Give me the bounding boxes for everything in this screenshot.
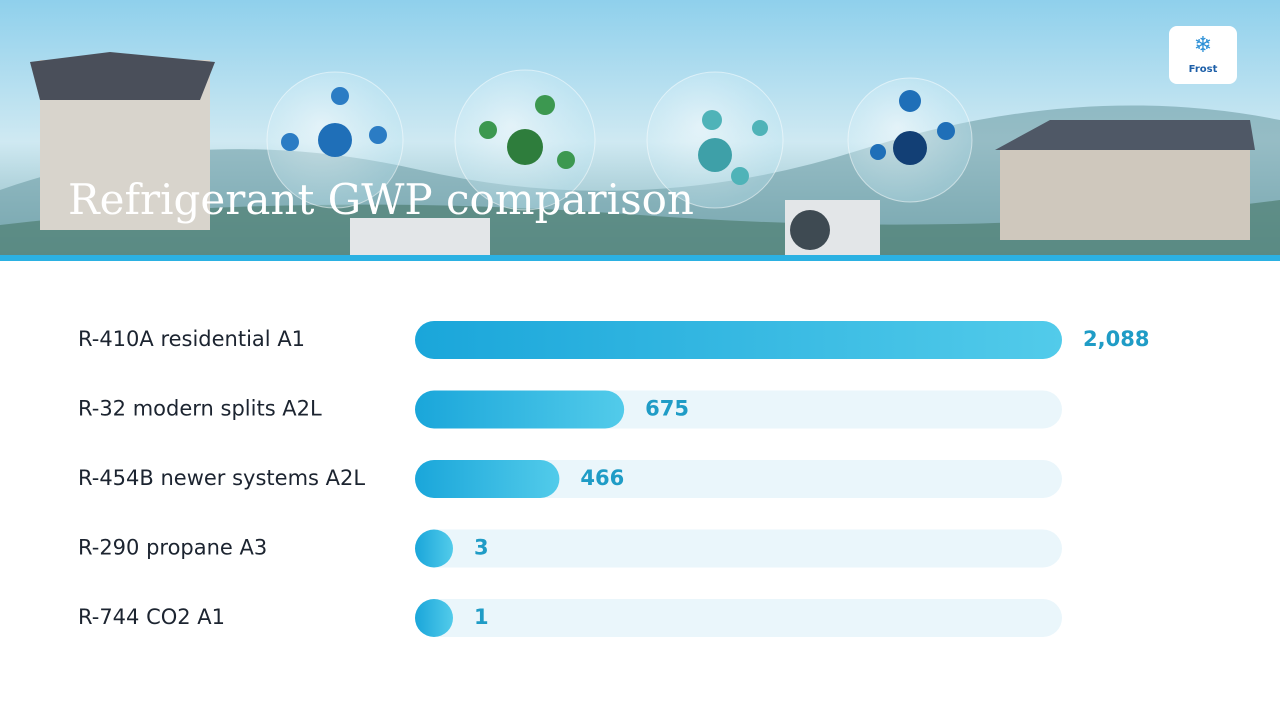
value-label: 2,088: [1083, 327, 1149, 351]
category-label: R-290 propane A3: [78, 536, 267, 560]
bar: [415, 599, 453, 637]
value-label: 466: [580, 466, 624, 490]
bar: [415, 390, 625, 429]
bar-track: [415, 599, 1062, 637]
value-label: 1: [474, 605, 489, 629]
logo: [1169, 26, 1237, 84]
banner: Refrigerant GWP comparison ❄ Frost: [0, 0, 1280, 261]
category-label: R-454B newer systems A2L: [78, 466, 365, 490]
bar: [415, 460, 560, 498]
category-label: R-410A residential A1: [78, 327, 305, 351]
bar-track: [415, 460, 1062, 498]
chart-title: Refrigerant GWP comparison: [68, 175, 694, 224]
bar: [415, 321, 1062, 359]
value-label: 675: [645, 397, 689, 421]
category-label: R-32 modern splits A2L: [78, 397, 322, 421]
bar-track: [415, 529, 1062, 568]
bar: [415, 529, 453, 568]
value-label: 3: [474, 536, 489, 560]
logo-text: Frost: [1189, 64, 1218, 75]
logo-icon: ❄: [1194, 32, 1212, 57]
category-label: R-744 CO2 A1: [78, 605, 225, 629]
